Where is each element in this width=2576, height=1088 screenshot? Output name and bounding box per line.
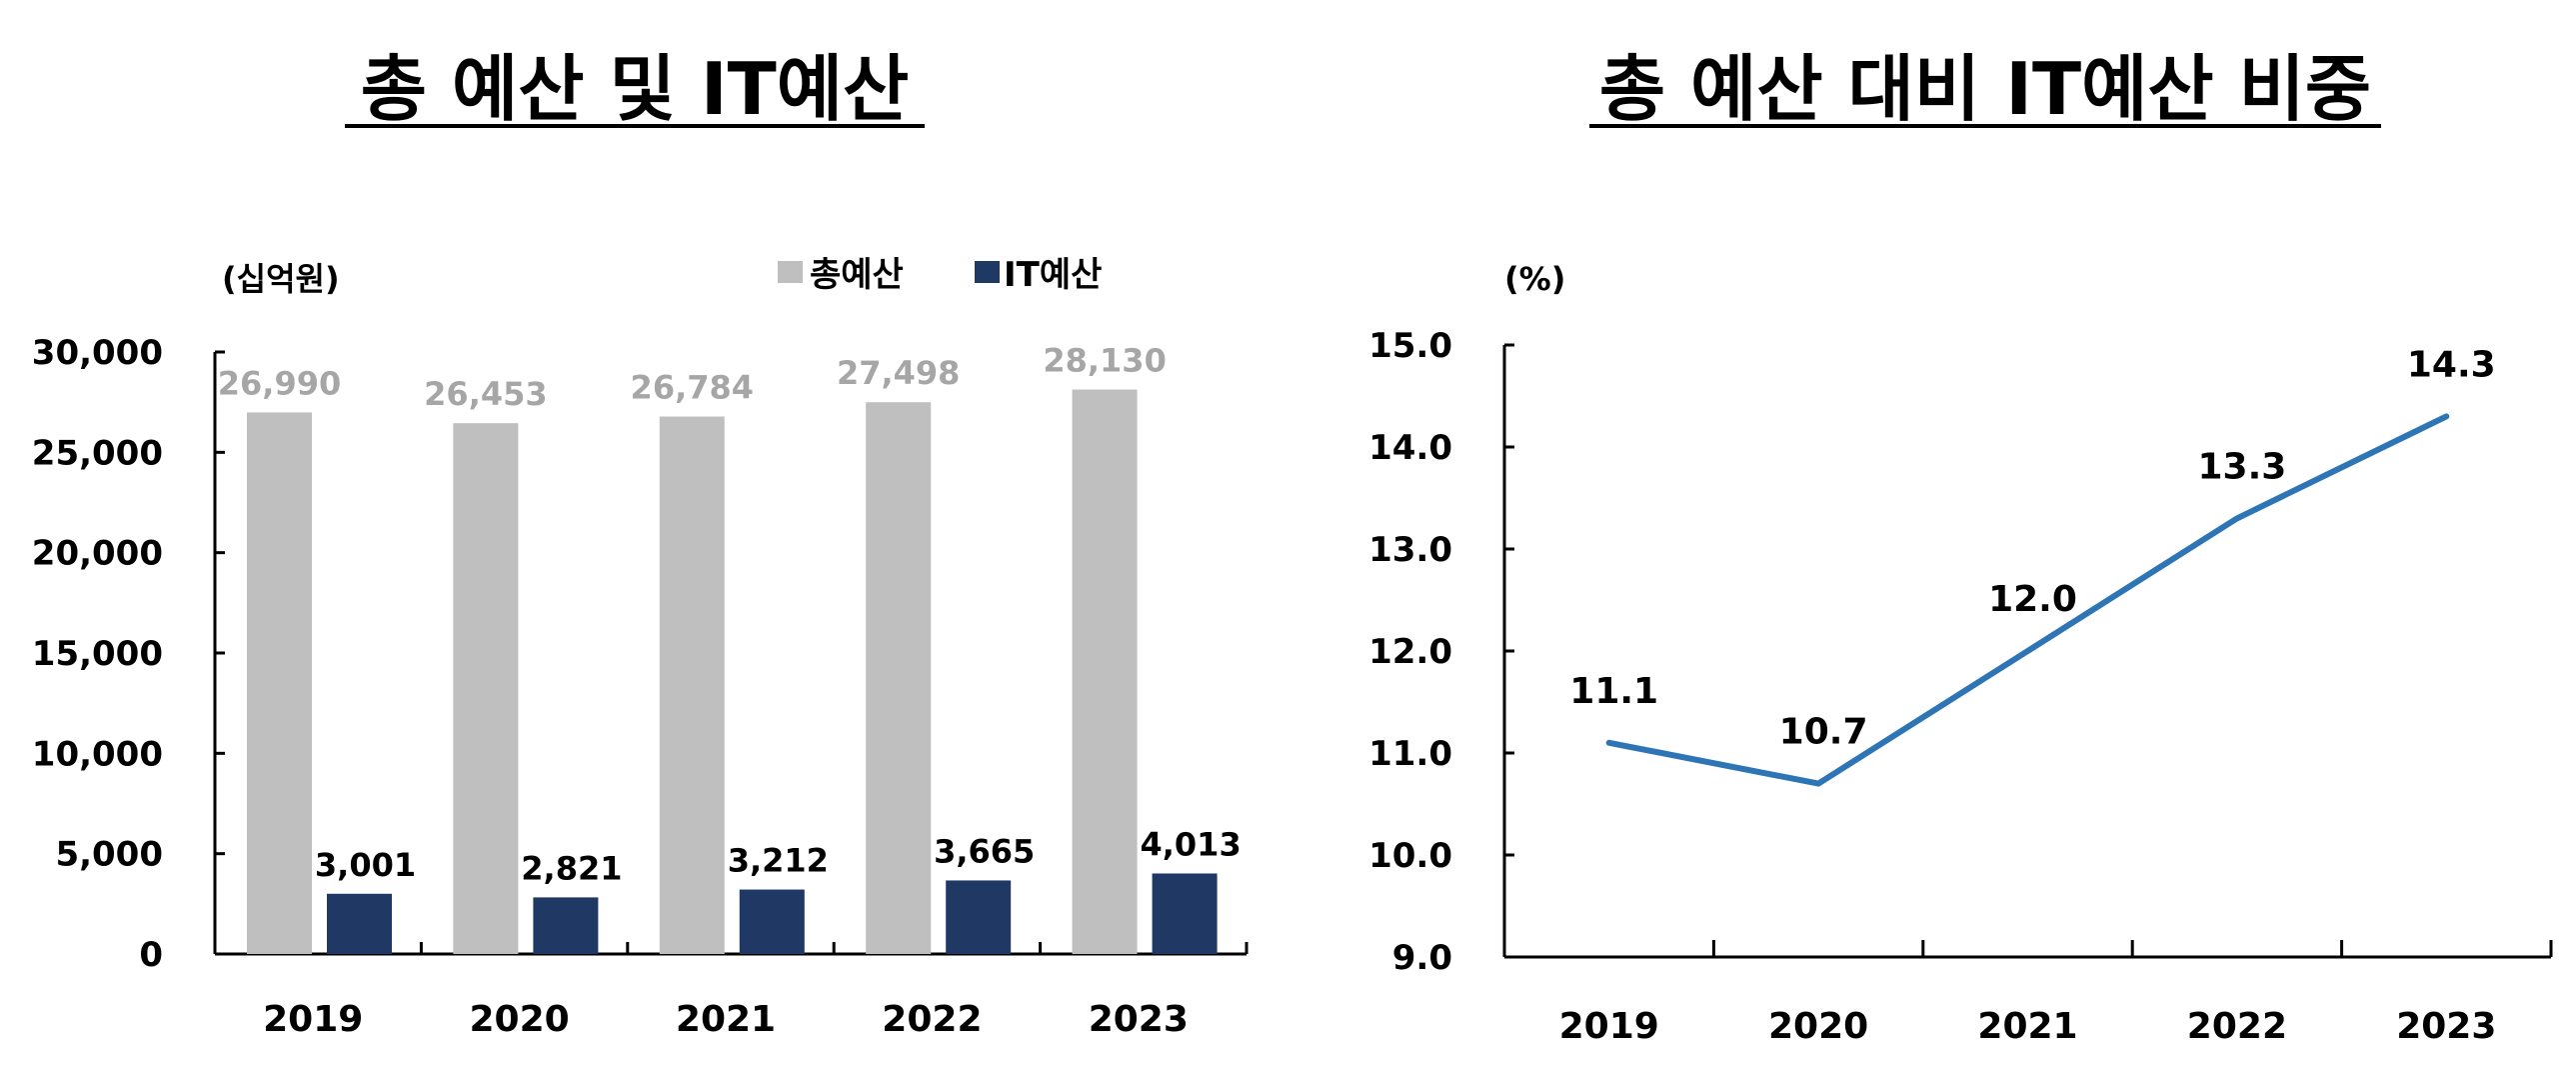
y-tick-label: 20,000 xyxy=(32,534,163,574)
bar-total-budget xyxy=(866,402,932,954)
y-tick-label: 13.0 xyxy=(1368,530,1452,570)
y-tick-label: 30,000 xyxy=(32,333,163,373)
y-tick-label: 5,000 xyxy=(55,835,163,875)
x-tick-label: 2022 xyxy=(882,999,982,1040)
data-label-total: 28,130 xyxy=(1043,342,1166,380)
y-tick-label: 12.0 xyxy=(1368,632,1452,672)
y-tick-label: 15,000 xyxy=(32,634,163,674)
legend-swatch-it xyxy=(975,261,1000,283)
y-tick-label: 11.0 xyxy=(1368,734,1452,774)
chart-title: 총 예산 대비 IT예산 비중 xyxy=(1599,47,2371,131)
x-tick-label: 2023 xyxy=(2396,1006,2496,1047)
y-tick-label: 25,000 xyxy=(32,433,163,473)
data-label: 14.3 xyxy=(2407,344,2496,385)
data-label-it: 3,001 xyxy=(315,846,416,884)
bar-total-budget xyxy=(453,423,519,954)
y-tick-label: 0 xyxy=(139,935,163,975)
data-point xyxy=(2026,650,2029,652)
data-point xyxy=(2445,415,2448,418)
bar-chart: 총 예산 및 IT예산 (십억원) 총예산 IT예산 0 5,000 10,000 15,00… xyxy=(32,47,1249,1040)
data-label-total: 26,453 xyxy=(424,375,547,413)
data-label-total: 26,784 xyxy=(631,369,754,407)
bar-total-budget xyxy=(247,412,312,955)
x-tick-label: 2022 xyxy=(2187,1006,2287,1047)
y-axis-unit-label: (십억원) xyxy=(222,260,340,298)
bar-total-budget xyxy=(659,416,725,954)
y-tick-label: 15.0 xyxy=(1368,326,1452,366)
y-tick-label: 10,000 xyxy=(32,734,163,774)
x-tick-label: 2019 xyxy=(263,999,363,1040)
data-label: 12.0 xyxy=(1988,579,2077,620)
data-label: 10.7 xyxy=(1779,712,1868,753)
data-label: 11.1 xyxy=(1569,671,1658,712)
bar-it-budget xyxy=(327,893,392,954)
x-tick-label: 2023 xyxy=(1089,999,1189,1040)
chart-title: 총 예산 및 IT예산 xyxy=(361,47,910,131)
legend-label-total: 총예산 xyxy=(810,255,904,295)
x-tick-label: 2021 xyxy=(676,999,776,1040)
data-label-it: 4,013 xyxy=(1140,825,1241,863)
x-tick-label: 2020 xyxy=(1768,1006,1868,1047)
y-tick-label: 14.0 xyxy=(1368,428,1452,468)
bar-it-budget xyxy=(533,897,599,954)
bar-total-budget xyxy=(1072,389,1138,954)
data-label-it: 2,821 xyxy=(521,849,622,887)
data-label-total: 27,498 xyxy=(837,354,960,392)
legend-label-it: IT예산 xyxy=(1004,255,1102,295)
bar-it-budget xyxy=(946,880,1012,954)
data-label-it: 3,665 xyxy=(934,832,1035,870)
x-tick-label: 2021 xyxy=(1977,1006,2077,1047)
legend-swatch-total xyxy=(778,261,803,283)
y-tick-label: 9.0 xyxy=(1392,938,1452,978)
data-label-it: 3,212 xyxy=(728,842,829,880)
y-axis-unit-label: (%) xyxy=(1504,260,1565,298)
data-point xyxy=(1607,741,1610,744)
data-label: 13.3 xyxy=(2197,446,2286,487)
data-point xyxy=(1817,782,1820,785)
x-tick-label: 2019 xyxy=(1559,1006,1659,1047)
line-chart: 총 예산 대비 IT예산 비중 (%) 9.0 10.0 11.0 12.0 13.0 14.… xyxy=(1368,47,2553,1047)
data-label-total: 26,990 xyxy=(218,364,341,402)
bar-it-budget xyxy=(1152,873,1218,954)
bar-it-budget xyxy=(739,889,805,954)
y-tick-label: 10.0 xyxy=(1368,836,1452,876)
x-tick-label: 2020 xyxy=(469,999,569,1040)
data-point xyxy=(2235,517,2238,520)
